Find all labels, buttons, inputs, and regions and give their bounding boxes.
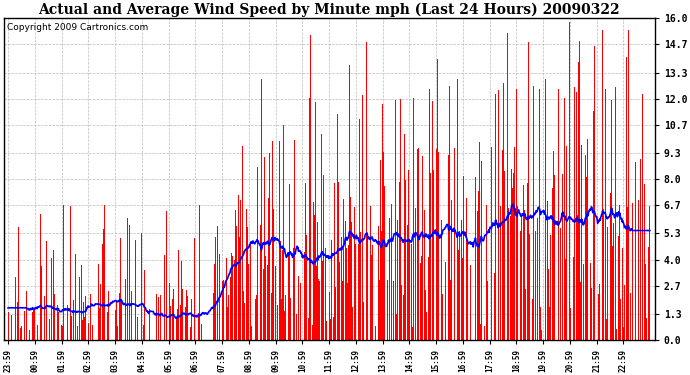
Text: Copyright 2009 Cartronics.com: Copyright 2009 Cartronics.com (7, 23, 148, 32)
Title: Actual and Average Wind Speed by Minute mph (Last 24 Hours) 20090322: Actual and Average Wind Speed by Minute … (39, 3, 620, 17)
